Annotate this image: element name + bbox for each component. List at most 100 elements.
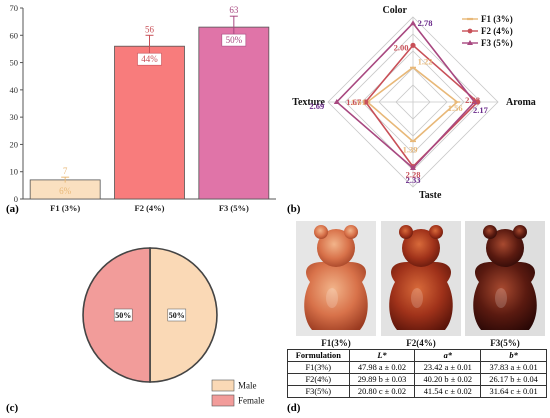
panel-label-d: (d) xyxy=(287,402,301,414)
color-measurement-table: Formulation L* a* b* F1(3%) 47.98 a ± 0.… xyxy=(287,349,547,398)
bar-chart-bars xyxy=(29,15,270,200)
gummy-bear-dark-icon xyxy=(465,221,545,336)
radar-value-label: 2.28 xyxy=(406,170,421,180)
bar-percent-label: 44% xyxy=(141,54,158,64)
pie-labels: 50% 50% xyxy=(113,308,187,322)
bar-chart-y-ticks: 0 10 20 30 40 50 60 70 xyxy=(10,3,23,204)
radar-value-label: 1.22 xyxy=(418,56,433,66)
radar-series xyxy=(333,20,481,171)
pie-label-box xyxy=(113,308,133,322)
table-header-l: L* xyxy=(348,349,416,362)
radar-legend: F1 (3%) F2 (4%) F3 (5%) xyxy=(462,14,513,48)
legend-label: F1 (3%) xyxy=(481,14,513,24)
gummy-bear-body xyxy=(304,262,368,330)
bar-value-label: 63 xyxy=(229,5,239,15)
radar-value-labels: 1.22 1.56 1.39 1.61 2.00 2.28 2.28 1.67 2.78 2.17… xyxy=(309,18,488,185)
table-cell: 31.64 c ± 0.01 xyxy=(480,385,547,398)
y-tick-label: 70 xyxy=(10,3,19,13)
table-cell: 23.42 a ± 0.01 xyxy=(414,361,482,374)
gummy-bear-medium-icon xyxy=(381,221,461,336)
radar-axis-labels: Color Aroma Taste Texture xyxy=(292,5,536,201)
table-cell: F1(3%) xyxy=(287,361,350,374)
bar-chart-labels: 7 6% F1 (3%) 56 44% F2 (4%) 63 50% F3 (5%) xyxy=(50,5,249,213)
y-tick-label: 40 xyxy=(10,85,19,95)
table-row: F3(5%) 20.80 c ± 0.02 41.54 c ± 0.02 31.… xyxy=(287,385,547,398)
table-row: F1(3%) 47.98 a ± 0.02 23.42 a ± 0.01 37.… xyxy=(287,361,547,374)
photo-caption: F1(3%) xyxy=(321,338,351,348)
photo-caption: F3(5%) xyxy=(490,338,520,348)
photo-caption: F2(4%) xyxy=(406,338,436,348)
legend-label: F3 (5%) xyxy=(481,38,513,48)
radar-point xyxy=(471,99,478,104)
bar xyxy=(198,26,270,200)
table-cell: F3(5%) xyxy=(287,385,350,398)
radar-point xyxy=(410,42,416,48)
y-tick-label: 30 xyxy=(10,112,19,122)
panel-c-pie-chart: 50% 50% Male Female xyxy=(82,247,265,407)
table-cell: 37.83 a ± 0.01 xyxy=(480,361,547,374)
panel-label-c: (c) xyxy=(6,402,19,414)
table-cell: 40.20 b ± 0.02 xyxy=(414,373,482,386)
gummy-bear-ear xyxy=(513,225,527,239)
legend-marker xyxy=(467,28,473,34)
radar-value-label: 2.00 xyxy=(394,42,409,52)
radar-value-label: 1.56 xyxy=(448,103,463,113)
radar-point xyxy=(363,99,369,105)
gummy-bear-ear xyxy=(399,225,413,239)
radar-value-label: 1.67 xyxy=(346,97,362,107)
gummy-bear-head xyxy=(402,229,440,267)
pie-legend: Male Female xyxy=(211,379,265,407)
gummy-bear-highlight xyxy=(495,288,507,308)
pie-slices xyxy=(82,247,218,383)
table-cell: 20.80 c ± 0.02 xyxy=(348,385,416,398)
panel-label-a: (a) xyxy=(6,203,19,215)
radar-point xyxy=(410,20,416,26)
table-cell: 41.54 c ± 0.02 xyxy=(414,385,482,398)
table-header-row: Formulation L* a* b* xyxy=(287,349,547,362)
gummy-bear-ear xyxy=(314,225,328,239)
legend-label: Male xyxy=(238,381,257,391)
pie-label-box xyxy=(167,308,187,322)
table-header-b: b* xyxy=(480,349,547,362)
table-cell: 47.98 a ± 0.02 xyxy=(348,361,416,374)
gummy-bear-body xyxy=(473,262,537,330)
x-tick-label: F1 (3%) xyxy=(50,203,80,213)
bar xyxy=(114,45,185,200)
legend-swatch xyxy=(211,379,235,392)
table-header-formulation: Formulation xyxy=(287,349,350,362)
pie-label: 50% xyxy=(169,311,185,320)
bar-value-label: 56 xyxy=(145,24,155,34)
y-tick-label: 20 xyxy=(10,139,19,149)
radar-value-label: 2.28 xyxy=(465,95,480,105)
radar-point xyxy=(333,99,340,104)
y-tick-label: 0 xyxy=(14,194,18,204)
radar-axis-label: Texture xyxy=(292,97,325,108)
legend-label: F2 (4%) xyxy=(481,26,513,36)
gummy-bear-ear xyxy=(483,225,497,239)
y-tick-label: 10 xyxy=(10,167,19,177)
table-cell: F2(4%) xyxy=(287,373,350,386)
bar-value-label: 7 xyxy=(63,166,68,176)
bar-percent-label: 50% xyxy=(226,35,243,45)
panel-d-gummy-photos: F1(3%) F2(4%) F3(5%) xyxy=(296,221,545,348)
radar-axis-label: Taste xyxy=(419,190,442,201)
pie-label: 50% xyxy=(115,311,131,320)
table-cell: 26.17 b ± 0.04 xyxy=(480,373,547,386)
bar-percent-box xyxy=(221,33,247,47)
table-row: F2(4%) 29.89 b ± 0.03 40.20 b ± 0.02 26.… xyxy=(287,373,547,386)
radar-value-label: 2.33 xyxy=(406,175,421,185)
radar-value-label: 2.78 xyxy=(418,18,433,28)
gummy-bear-ear xyxy=(429,225,443,239)
radar-point xyxy=(410,165,416,171)
radar-axis-label: Aroma xyxy=(506,97,536,108)
bar-percent-label: 6% xyxy=(59,186,72,196)
radar-value-label: 2.17 xyxy=(473,105,489,115)
panel-a-bar-chart: 0 10 20 30 40 50 60 70 7 6% F1 (3%) 56 44% F2 (4%) 63… xyxy=(10,3,276,213)
legend-marker xyxy=(467,40,473,45)
radar-value-label: 2.69 xyxy=(309,101,324,111)
y-tick-label: 60 xyxy=(10,30,19,40)
table-header-a: a* xyxy=(414,349,482,362)
y-tick-label: 50 xyxy=(10,58,19,68)
gummy-bear-head xyxy=(317,229,355,267)
